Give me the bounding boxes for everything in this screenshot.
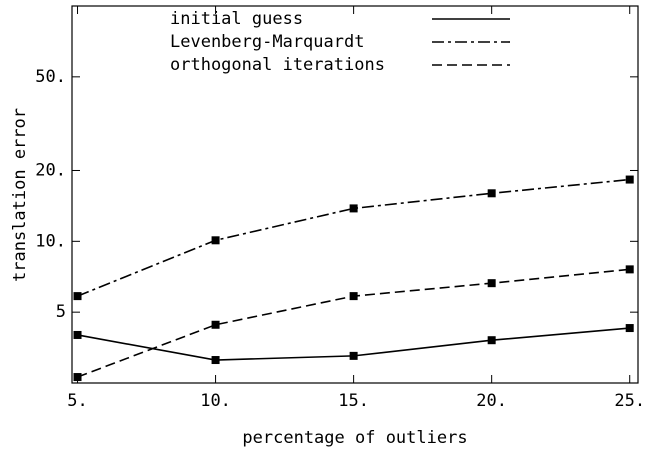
data-point (73, 373, 82, 382)
legend-label: initial guess (170, 9, 303, 29)
y-tick-label: 50. (35, 67, 66, 87)
data-point (211, 320, 220, 329)
y-axis-label: translation error (10, 108, 30, 282)
legend-label: orthogonal iterations (170, 55, 385, 75)
x-tick-label: 25. (614, 391, 645, 411)
y-tick-label: 10. (35, 231, 66, 251)
data-point (211, 356, 220, 365)
data-point (625, 175, 634, 184)
x-tick-label: 20. (476, 391, 507, 411)
data-point (487, 336, 496, 345)
data-point (73, 292, 82, 301)
x-tick-label: 10. (200, 391, 231, 411)
series-line (77, 178, 630, 297)
x-tick-label: 5. (67, 391, 87, 411)
data-point (211, 236, 220, 245)
legend-label: Levenberg-Marquardt (170, 32, 364, 52)
y-tick-label: 20. (35, 160, 66, 180)
data-point (487, 279, 496, 288)
data-point (73, 330, 82, 339)
plot-frame (71, 5, 639, 384)
x-axis-label: percentage of outliers (242, 428, 467, 448)
data-point (625, 265, 634, 274)
data-point (625, 324, 634, 333)
data-point (349, 351, 358, 360)
y-tick-label: 5 (56, 302, 66, 322)
x-tick-label: 15. (338, 391, 369, 411)
data-point (349, 292, 358, 301)
data-point (349, 204, 358, 213)
data-point (487, 189, 496, 198)
series-line (77, 268, 630, 378)
